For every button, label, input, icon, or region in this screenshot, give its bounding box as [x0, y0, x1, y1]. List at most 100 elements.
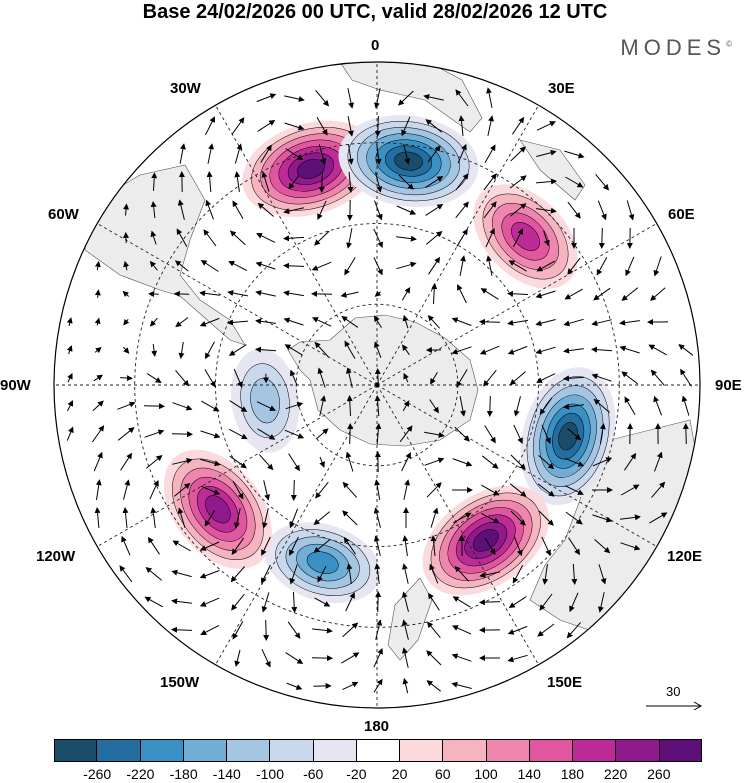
wind-arrow [204, 369, 216, 388]
colorbar-tick-label: 140 [517, 766, 541, 782]
anomaly-positive-southeast-pacific [163, 449, 272, 569]
wind-arrow [621, 371, 639, 385]
wind-arrow [542, 564, 549, 585]
wind-arrow [425, 230, 443, 245]
wind-arrow [566, 622, 581, 639]
wind-arrow [479, 318, 501, 325]
wind-arrow [93, 451, 103, 472]
pole-marker [375, 383, 379, 387]
wind-arrow [373, 228, 383, 249]
wind-arrow [568, 537, 581, 556]
wind-arrow [344, 257, 356, 276]
wind-arrow [200, 259, 219, 272]
wind-arrow [95, 479, 102, 500]
wind-arrow [313, 511, 331, 526]
lon-label-90e: 90E [715, 377, 742, 394]
wind-arrow [653, 395, 663, 416]
wind-arrow [510, 510, 526, 526]
wind-arrow [199, 290, 220, 297]
wind-arrow [201, 400, 220, 412]
wind-arrow [507, 345, 528, 355]
anomaly-negative-amundsen-sea [230, 348, 300, 453]
wind-arrow [648, 344, 667, 356]
wind-arrow [284, 344, 303, 356]
wind-arrow [563, 375, 585, 382]
wind-arrow [172, 540, 191, 552]
wind-arrow [619, 345, 640, 354]
wind-arrow [171, 569, 192, 578]
wind-arrow [144, 429, 165, 438]
wind-arrow [375, 423, 382, 445]
wind-arrow [507, 290, 529, 297]
wind-arrow [256, 93, 277, 103]
wind-arrow [486, 87, 493, 108]
wind-arrow [150, 507, 157, 528]
colorbar-swatch [443, 739, 487, 762]
wind-arrow [678, 344, 694, 356]
colorbar-swatch [400, 739, 444, 762]
wind-arrow [148, 291, 159, 298]
wind-arrow [451, 346, 472, 355]
wind-arrow [149, 317, 158, 327]
colorbar-tick-label: -180 [169, 766, 198, 782]
wind-arrow [459, 255, 466, 276]
wind-arrow [620, 514, 641, 521]
map-boundary [53, 61, 701, 709]
wind-arrow [425, 119, 443, 133]
wind-arrow [199, 597, 220, 607]
wind-arrow [509, 483, 527, 497]
wind-arrow [171, 431, 193, 438]
wind-arrow [424, 431, 445, 438]
wind-arrow [373, 507, 381, 528]
wind-arrow [311, 261, 332, 271]
colorbar-swatch [616, 739, 660, 762]
wind-arrow [94, 317, 101, 326]
wind-arrow [255, 261, 276, 270]
wind-arrow [402, 400, 410, 412]
wind-arrow [288, 175, 300, 190]
wind-arrow [204, 509, 216, 527]
wind-arrow [396, 261, 417, 270]
reference-vector: 30 [640, 684, 710, 714]
wind-arrow [261, 564, 271, 584]
wind-arrow [257, 202, 274, 217]
wind-arrow [454, 565, 470, 582]
wind-arrow [232, 200, 244, 219]
wind-arrow [430, 535, 437, 556]
colorbar-tick-label: 220 [603, 766, 628, 782]
wind-arrow [402, 344, 410, 356]
lon-label-60w: 60W [48, 206, 79, 223]
wind-arrow [199, 570, 220, 579]
wind-arrow [535, 346, 556, 355]
wind-arrow [401, 563, 409, 584]
wind-arrow [178, 341, 185, 359]
wind-arrow [625, 256, 635, 277]
wind-arrow [291, 591, 298, 613]
wind-arrow [397, 90, 414, 106]
wind-arrow [619, 319, 640, 326]
wind-arrow [260, 144, 272, 163]
wind-arrow [481, 455, 499, 469]
wind-arrow [599, 423, 606, 444]
wind-arrow [485, 227, 495, 248]
wind-arrow [66, 317, 73, 327]
wind-arrow [402, 677, 409, 694]
wind-arrow [255, 290, 276, 297]
wind-arrow [149, 260, 158, 271]
wind-arrow [311, 317, 332, 327]
lon-label-30w: 30W [170, 80, 201, 97]
wind-arrow [263, 480, 271, 501]
wind-arrow [479, 599, 501, 606]
wind-arrow [317, 200, 327, 221]
wind-arrow [401, 286, 411, 301]
wind-arrow [171, 598, 192, 605]
wind-arrow [402, 314, 409, 329]
wind-arrow [283, 235, 305, 242]
wind-arrow [150, 230, 157, 245]
colorbar-tick-label: 60 [435, 766, 451, 782]
wind-arrow [538, 455, 555, 470]
wind-arrow [200, 624, 220, 636]
wind-arrow [374, 341, 382, 358]
wind-arrow [288, 453, 300, 472]
colorbar-tick-label: 100 [474, 766, 498, 782]
